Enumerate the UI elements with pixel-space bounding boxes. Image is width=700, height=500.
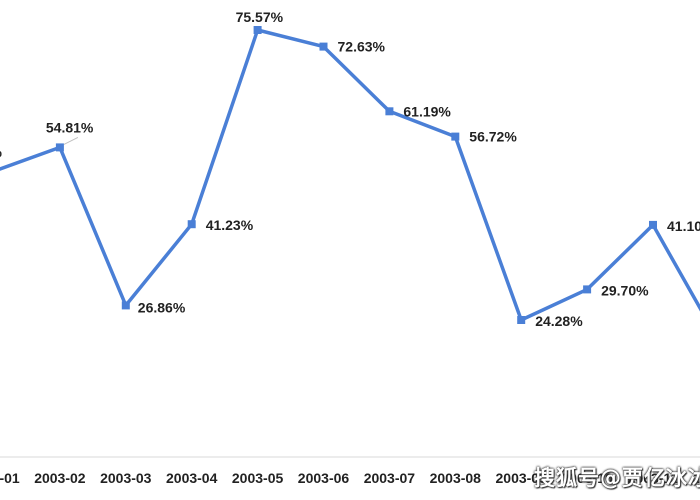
data-marker-2003-04 [187, 220, 196, 229]
x-tick-label-2003-07: 2003-07 [364, 470, 416, 486]
data-marker-2003-06 [319, 42, 328, 51]
x-tick-label-2003-11: 2003-11 [628, 470, 679, 486]
data-label-2003-03: 26.86% [138, 299, 186, 315]
data-label-leader-line [63, 136, 79, 145]
data-label-2003-04: 41.23% [206, 217, 254, 233]
data-label-2003-11: 41.10% [667, 218, 700, 234]
x-tick-label-2003-08: 2003-08 [430, 470, 482, 486]
data-label-2003-10: 29.70% [601, 282, 649, 298]
x-tick-label-2003-02: 2003-02 [34, 470, 86, 486]
data-label-2003-09: 24.28% [535, 313, 583, 329]
x-tick-label-2003-05: 2003-05 [232, 470, 284, 486]
x-tick-label-2003-06: 2003-06 [298, 470, 350, 486]
x-tick-label-2003-04: 2003-04 [166, 470, 218, 486]
x-tick-label-2003-10: 2003-10 [561, 470, 613, 486]
data-labels: 50.60% 54.81% 26.86% 41.23% 75.57% 72.63% 61.1… [0, 9, 700, 329]
data-marker-2003-08 [451, 132, 460, 141]
x-tick-label-2003-12: 2003-12 [693, 470, 700, 486]
x-tick-label-2003-03: 2003-03 [100, 470, 152, 486]
data-label-2003-05: 75.57% [236, 9, 284, 25]
data-label-2003-07: 61.19% [403, 103, 451, 119]
data-marker-2003-02 [55, 143, 64, 152]
data-marker-2003-09 [517, 316, 526, 324]
data-label-2003-02: 54.81% [46, 119, 94, 135]
data-label-2003-01: 50.60% [0, 144, 3, 160]
data-label-2003-08: 56.72% [469, 129, 517, 145]
data-marker-2003-03 [121, 301, 130, 310]
series-line [0, 28, 700, 322]
data-label-2003-06: 72.63% [338, 39, 386, 55]
data-marker-2003-05 [253, 26, 262, 34]
data-marker-2003-07 [385, 107, 394, 116]
data-marker-2003-11 [649, 220, 657, 229]
x-tick-labels: 2003-01 2003-02 2003-03 2003-04 2003-05 2003-… [0, 470, 700, 486]
data-markers [55, 26, 657, 324]
x-tick-label-2003-01: 2003-01 [0, 470, 20, 486]
leader-lines [63, 136, 79, 145]
data-marker-2003-10 [583, 285, 592, 294]
watermark: 搜狐号@贾亿冰冰 [534, 466, 700, 490]
x-tick-label-2003-09: 2003-09 [496, 470, 548, 486]
